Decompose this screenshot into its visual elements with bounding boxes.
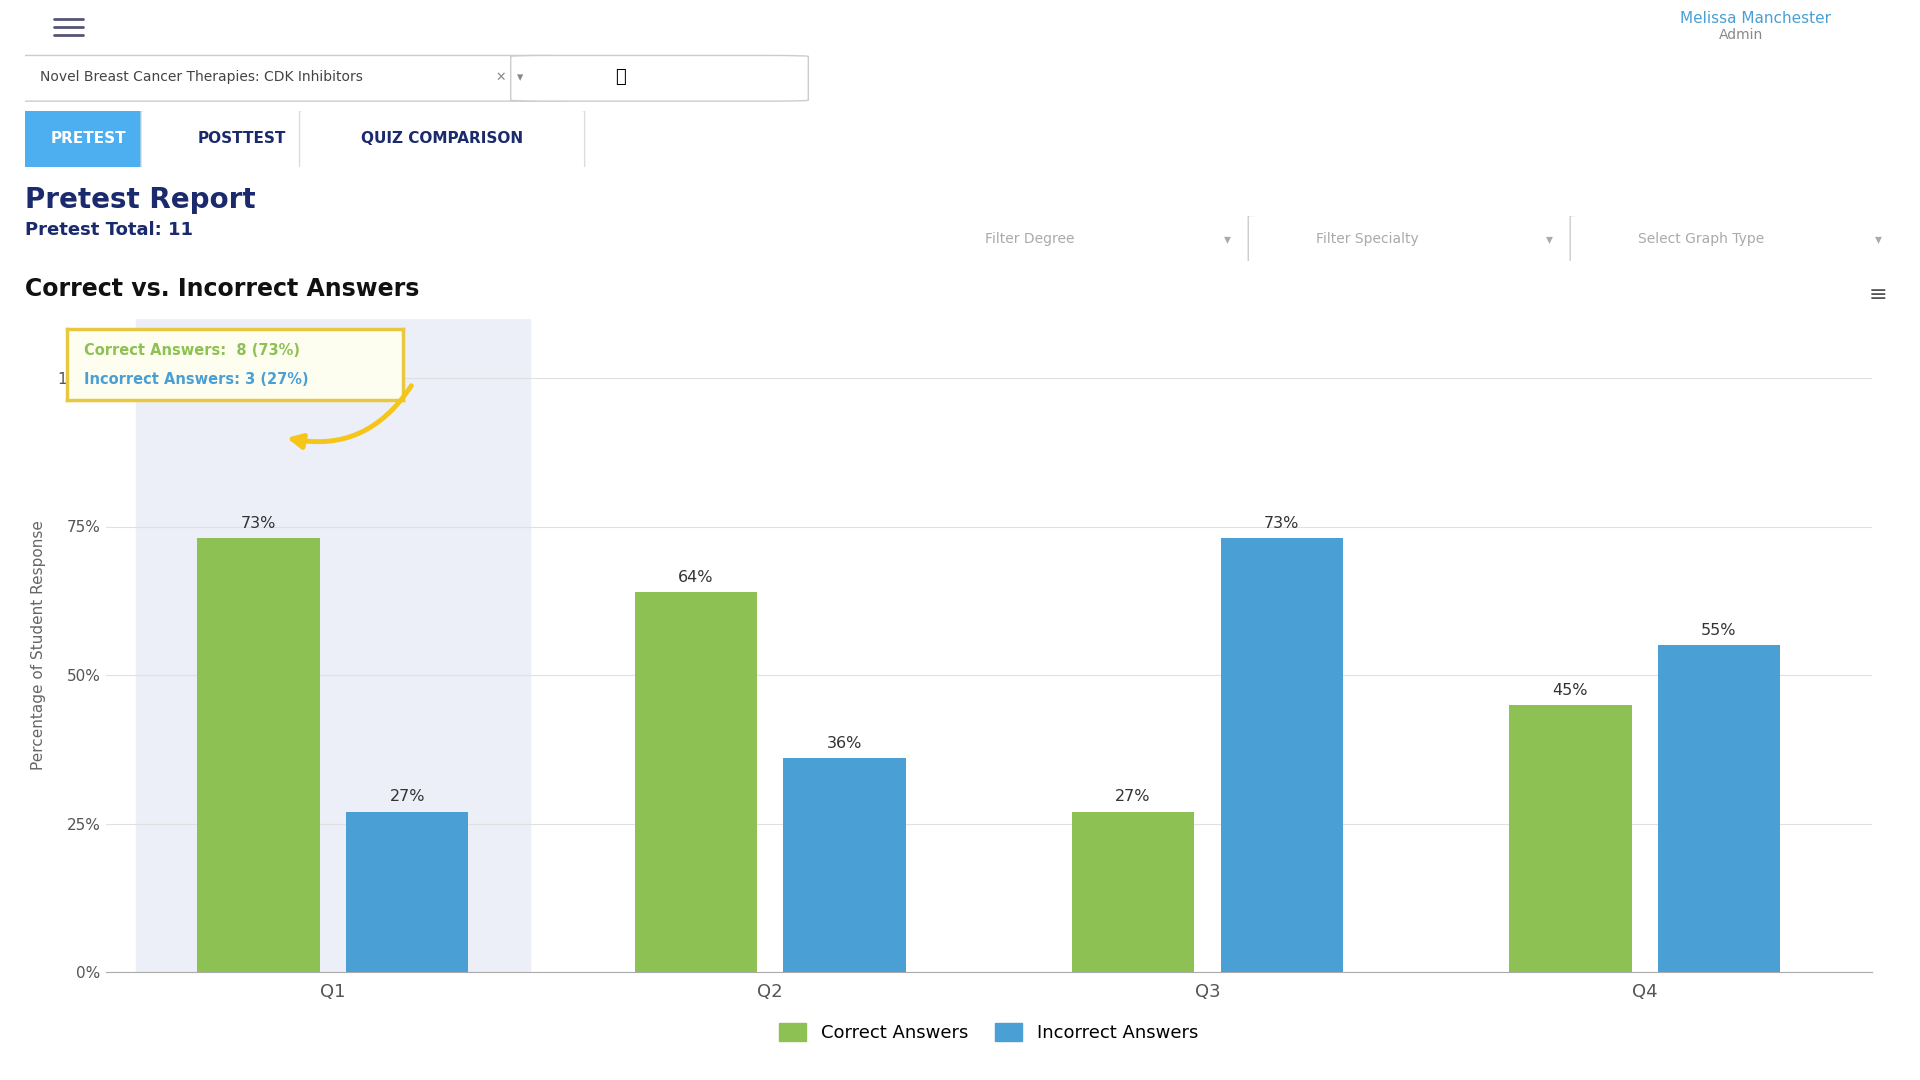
Text: 27%: 27% [1116, 789, 1150, 805]
Bar [136, 319, 530, 972]
FancyBboxPatch shape [1248, 215, 1592, 262]
Legend: Correct Answers, Incorrect Answers: Correct Answers, Incorrect Answers [770, 1014, 1208, 1051]
Text: 5: 5 [1855, 21, 1860, 31]
Text: Melissa Manchester: Melissa Manchester [1680, 11, 1832, 26]
Text: 36%: 36% [828, 737, 862, 751]
Text: Filter Specialty: Filter Specialty [1315, 232, 1419, 245]
Y-axis label: Percentage of Student Response: Percentage of Student Response [31, 521, 46, 770]
Text: ▾: ▾ [1546, 232, 1553, 245]
Bar [636, 592, 756, 972]
FancyBboxPatch shape [511, 55, 808, 102]
Bar [1071, 812, 1194, 972]
Text: Correct vs. Incorrect Answers: Correct vs. Incorrect Answers [25, 278, 419, 301]
FancyBboxPatch shape [0, 55, 572, 102]
Text: 73%: 73% [240, 516, 276, 531]
Text: ✕: ✕ [495, 71, 507, 84]
Text: ▾: ▾ [1223, 232, 1231, 245]
Text: 📅: 📅 [614, 68, 626, 86]
Text: ▾: ▾ [516, 71, 524, 84]
Bar [198, 539, 321, 972]
Text: Correct Answers:  8 (73%): Correct Answers: 8 (73%) [84, 343, 300, 357]
Bar [1509, 705, 1632, 972]
Text: Pretest Total: 11: Pretest Total: 11 [25, 221, 192, 239]
Bar [346, 812, 468, 972]
FancyBboxPatch shape [142, 109, 342, 170]
Bar [783, 758, 906, 972]
FancyBboxPatch shape [300, 109, 586, 170]
FancyBboxPatch shape [918, 215, 1269, 262]
FancyBboxPatch shape [1571, 215, 1920, 262]
Text: 64%: 64% [678, 570, 714, 584]
Text: 27%: 27% [390, 789, 424, 805]
Bar [1657, 645, 1780, 972]
Text: POSTTEST: POSTTEST [198, 131, 286, 146]
Text: 73%: 73% [1263, 516, 1300, 531]
Text: Select Graph Type: Select Graph Type [1638, 232, 1764, 245]
Text: Incorrect Answers: 3 (27%): Incorrect Answers: 3 (27%) [84, 373, 309, 388]
Text: Filter Degree: Filter Degree [985, 232, 1075, 245]
Bar [1221, 539, 1342, 972]
Text: QUIZ COMPARISON: QUIZ COMPARISON [361, 131, 522, 146]
Text: ≡: ≡ [1868, 285, 1887, 305]
Text: 45%: 45% [1553, 683, 1588, 698]
Text: Novel Breast Cancer Therapies: CDK Inhibitors: Novel Breast Cancer Therapies: CDK Inhib… [40, 70, 363, 84]
FancyBboxPatch shape [0, 109, 184, 170]
Text: PRETEST: PRETEST [50, 131, 127, 146]
Text: Admin: Admin [1718, 28, 1763, 41]
Text: Pretest Report: Pretest Report [25, 186, 255, 214]
Text: 55%: 55% [1701, 623, 1738, 638]
Text: ▾: ▾ [1874, 232, 1882, 245]
